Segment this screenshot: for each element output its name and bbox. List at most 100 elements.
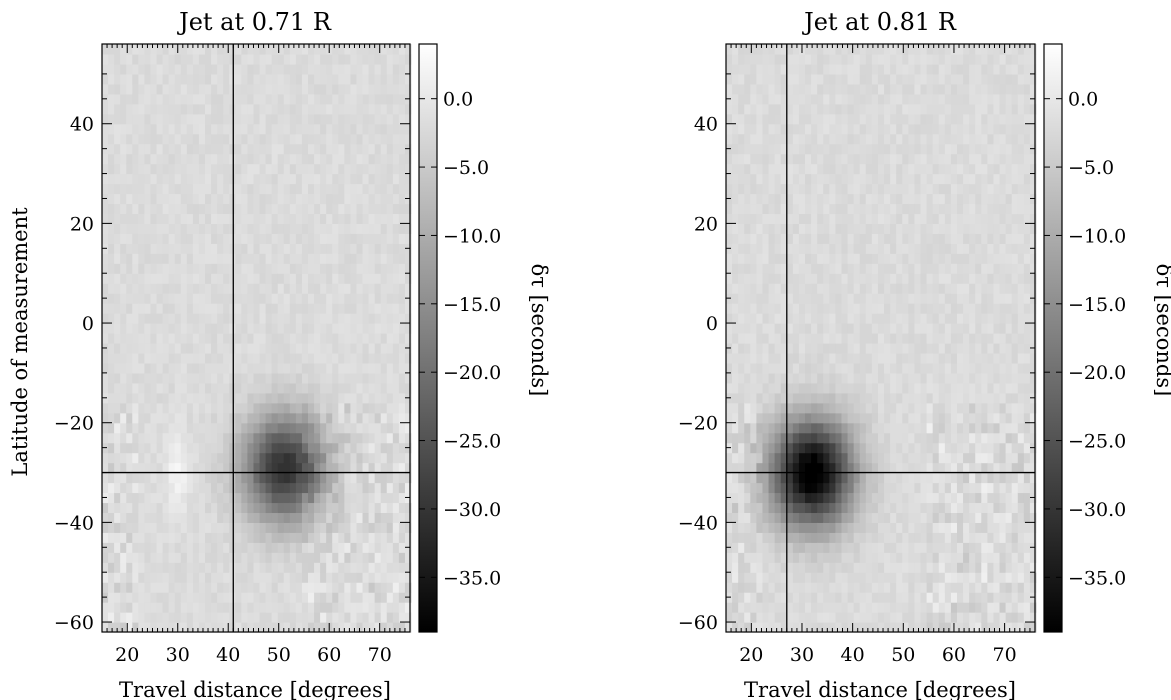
heatmap-cell [301, 293, 309, 304]
heatmap-cell [144, 83, 152, 95]
heatmap-cell [374, 53, 382, 65]
heatmap-cell [156, 263, 164, 274]
heatmap-cell [162, 103, 170, 115]
heatmap-cell [174, 283, 182, 294]
heatmap-cell [320, 213, 327, 224]
heatmap-cell [108, 502, 115, 514]
heatmap-cell [174, 572, 182, 583]
heatmap-cell [756, 273, 764, 284]
heatmap-cell [368, 602, 376, 613]
heatmap-cell [805, 243, 812, 254]
heatmap-cell [162, 492, 170, 504]
heatmap-cell [768, 253, 776, 264]
heatmap-cell [320, 572, 327, 583]
heatmap-cell [368, 552, 376, 563]
heatmap-cell [186, 143, 194, 155]
heatmap-cell [726, 352, 733, 364]
heatmap-cell [847, 113, 855, 125]
heatmap-cell [823, 83, 830, 95]
heatmap-cell [338, 83, 345, 95]
heatmap-cell [174, 153, 182, 165]
heatmap-cell [338, 492, 345, 504]
heatmap-cell [841, 263, 849, 274]
heatmap-cell [811, 233, 818, 244]
heatmap-cell [332, 123, 339, 135]
heatmap-cell [817, 83, 824, 95]
heatmap-cell [811, 193, 818, 205]
heatmap-cell [344, 592, 352, 603]
heatmap-cell [180, 492, 188, 504]
heatmap-cell [265, 492, 273, 504]
heatmap-cell [817, 293, 824, 304]
heatmap-cell [295, 452, 303, 464]
heatmap-cell [320, 193, 327, 205]
heatmap-cell [823, 193, 830, 205]
heatmap-cell [817, 183, 824, 195]
heatmap-cell [896, 193, 903, 205]
heatmap-cell [835, 223, 843, 234]
heatmap-cell [871, 472, 879, 484]
heatmap-cell [890, 93, 897, 105]
heatmap-cell [126, 163, 133, 175]
heatmap-cell [756, 253, 764, 264]
heatmap-cell [859, 352, 867, 364]
heatmap-cell [368, 123, 376, 135]
heatmap-cell [168, 382, 176, 394]
heatmap-cell [295, 323, 303, 334]
heatmap-cell [108, 153, 115, 165]
heatmap-cell [314, 462, 321, 474]
heatmap-cell [198, 333, 206, 344]
heatmap-cell [823, 352, 830, 364]
heatmap-cell [283, 452, 291, 464]
heatmap-cell [241, 612, 249, 623]
heatmap-cell [398, 532, 406, 543]
heatmap-cell [205, 512, 212, 523]
heatmap-cell [120, 442, 127, 454]
heatmap-cell [126, 592, 133, 603]
heatmap-cell [301, 143, 309, 155]
heatmap-cell [247, 153, 255, 165]
heatmap-cell [289, 532, 297, 543]
heatmap-cell [108, 163, 115, 175]
heatmap-cell [398, 572, 406, 583]
heatmap-cell [780, 542, 788, 553]
heatmap-cell [283, 313, 291, 324]
heatmap-cell [217, 183, 224, 195]
heatmap-cell [247, 572, 255, 583]
heatmap-cell [780, 382, 788, 394]
heatmap-cell [792, 612, 800, 623]
heatmap-cell [253, 582, 261, 593]
heatmap-cell [386, 412, 394, 424]
heatmap-cell [241, 442, 249, 454]
heatmap-cell [865, 342, 873, 354]
heatmap-cell [138, 442, 146, 454]
heatmap-cell [223, 492, 230, 504]
heatmap-cell [356, 243, 364, 254]
heatmap-cell [404, 412, 412, 424]
heatmap-cell [235, 582, 242, 593]
heatmap-cell [247, 313, 255, 324]
heatmap-cell [283, 462, 291, 474]
heatmap-cell [750, 562, 757, 573]
heatmap-cell [168, 283, 176, 294]
heatmap-cell [144, 53, 152, 65]
heatmap-cell [138, 173, 146, 185]
heatmap-cell [398, 472, 406, 484]
heatmap-cell [126, 402, 133, 414]
heatmap-cell [774, 63, 782, 75]
heatmap-cell [132, 532, 139, 543]
heatmap-cell [162, 402, 170, 414]
heatmap-cell [768, 263, 776, 274]
heatmap-cell [223, 592, 230, 603]
heatmap-cell [738, 382, 745, 394]
heatmap-cell [102, 562, 109, 573]
heatmap-cell [308, 572, 315, 583]
heatmap-cell [283, 173, 291, 185]
heatmap-cell [859, 53, 867, 65]
heatmap-cell [835, 303, 843, 314]
heatmap-cell [229, 362, 236, 374]
heatmap-cell [198, 462, 206, 474]
heatmap-cell [890, 362, 897, 374]
heatmap-cell [871, 103, 879, 115]
heatmap-cell [114, 612, 121, 623]
